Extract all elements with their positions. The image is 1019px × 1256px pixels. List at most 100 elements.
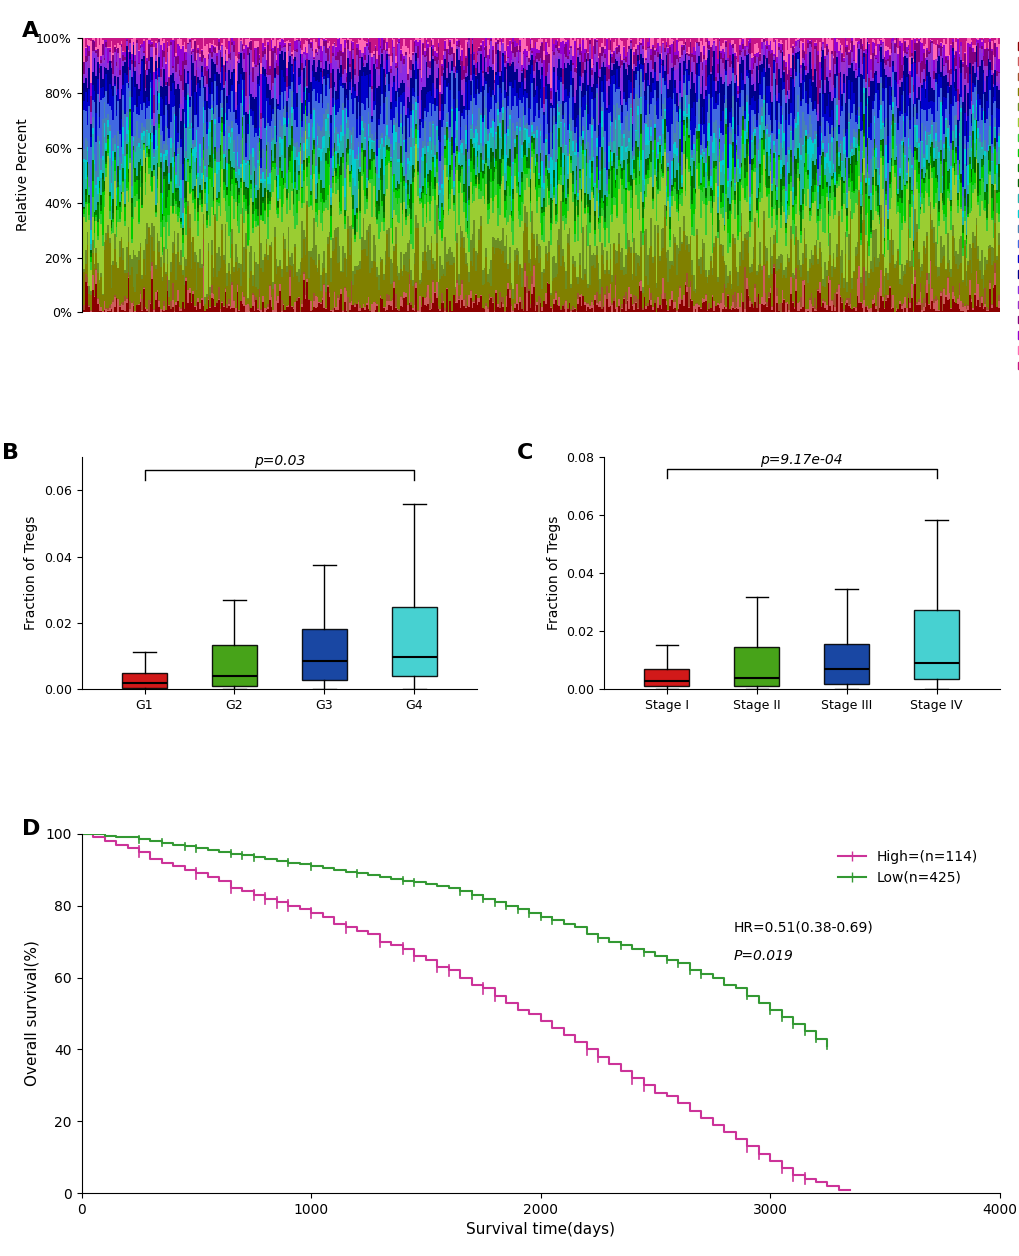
Bar xyxy=(461,153,463,166)
Bar xyxy=(466,44,468,67)
Bar xyxy=(170,138,171,148)
Bar xyxy=(651,187,653,198)
Bar xyxy=(445,78,447,87)
Bar xyxy=(352,38,354,41)
Bar xyxy=(806,64,808,74)
Bar xyxy=(336,263,338,295)
Bar xyxy=(527,65,529,108)
Bar xyxy=(856,242,857,254)
Bar xyxy=(485,305,486,311)
Bar xyxy=(672,93,674,111)
Bar xyxy=(198,236,199,263)
Bar xyxy=(130,239,132,242)
Bar xyxy=(326,38,328,44)
Bar xyxy=(851,220,852,278)
Bar xyxy=(677,50,679,58)
Bar xyxy=(762,149,764,156)
Bar xyxy=(267,190,269,198)
Bar xyxy=(567,175,569,178)
Bar xyxy=(823,137,825,153)
Bar xyxy=(401,80,404,93)
Bar xyxy=(82,232,84,242)
Bar xyxy=(902,92,903,100)
Bar xyxy=(189,55,191,97)
Bar xyxy=(626,67,628,73)
Bar xyxy=(156,163,158,176)
Bar xyxy=(941,43,943,46)
Bar xyxy=(151,80,153,119)
Bar xyxy=(151,279,153,313)
Bar xyxy=(84,74,85,75)
Bar xyxy=(374,48,376,64)
Bar xyxy=(895,147,897,157)
Bar xyxy=(929,77,930,102)
Bar xyxy=(114,144,115,152)
Bar xyxy=(490,260,491,286)
Bar xyxy=(604,295,605,311)
Bar xyxy=(115,117,117,176)
Bar xyxy=(854,148,856,162)
Bar xyxy=(326,113,328,118)
Bar xyxy=(238,84,239,134)
Bar xyxy=(836,257,837,289)
Bar xyxy=(764,114,765,126)
Bar xyxy=(762,46,764,55)
Bar xyxy=(810,250,811,263)
Bar xyxy=(803,195,805,227)
Bar xyxy=(500,162,501,181)
Bar xyxy=(660,143,661,146)
Bar xyxy=(386,235,388,294)
Bar xyxy=(912,195,914,201)
Bar xyxy=(325,55,326,60)
Bar xyxy=(551,158,553,161)
Bar xyxy=(935,40,937,44)
Bar xyxy=(287,305,289,306)
Bar xyxy=(717,128,719,137)
Bar xyxy=(861,152,862,160)
Bar xyxy=(191,303,193,313)
Bar xyxy=(404,92,405,106)
Bar xyxy=(925,50,927,57)
Bar xyxy=(956,89,958,100)
Bar xyxy=(909,183,910,205)
Bar xyxy=(749,298,750,301)
Bar xyxy=(120,310,122,313)
Bar xyxy=(750,142,752,158)
Bar xyxy=(242,138,244,165)
Bar xyxy=(298,269,300,281)
Bar xyxy=(871,230,872,273)
Bar xyxy=(877,41,879,44)
Bar xyxy=(788,54,790,70)
Bar xyxy=(429,141,430,170)
Bar xyxy=(264,54,265,55)
Bar xyxy=(208,167,209,193)
Bar xyxy=(767,275,769,278)
Bar xyxy=(383,147,384,175)
Bar xyxy=(851,156,852,173)
Bar xyxy=(677,106,679,114)
Bar xyxy=(401,175,404,210)
Bar xyxy=(584,39,585,49)
Bar xyxy=(986,78,988,108)
Bar xyxy=(313,77,315,89)
Bar xyxy=(943,77,945,98)
Bar xyxy=(869,269,871,308)
Bar xyxy=(551,106,553,133)
Bar xyxy=(359,38,361,40)
Bar xyxy=(282,77,284,109)
Bar xyxy=(579,62,580,77)
Bar xyxy=(279,54,280,95)
Bar xyxy=(233,300,234,301)
Bar xyxy=(143,38,145,39)
Bar xyxy=(877,225,879,254)
Bar xyxy=(777,93,780,103)
Bar xyxy=(311,38,313,43)
Bar xyxy=(615,38,618,45)
Bar xyxy=(774,232,775,274)
Bar xyxy=(340,65,341,78)
Bar xyxy=(796,51,798,54)
Bar xyxy=(424,178,425,195)
Bar xyxy=(514,57,516,65)
Bar xyxy=(405,293,407,298)
Bar xyxy=(175,192,177,201)
